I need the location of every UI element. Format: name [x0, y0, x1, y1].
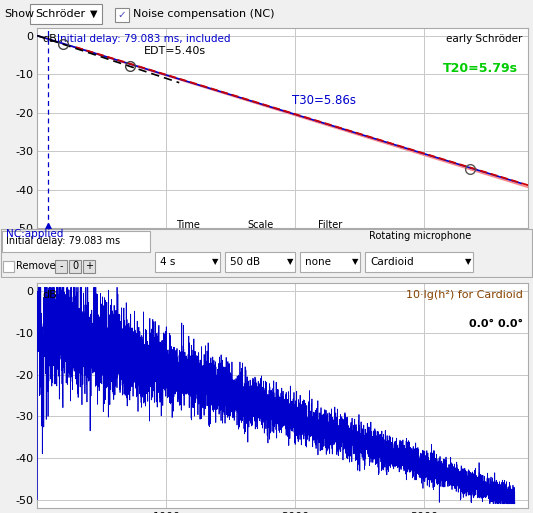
Text: EDT=5.40s: EDT=5.40s [143, 46, 206, 56]
Text: ▼: ▼ [287, 258, 294, 266]
Bar [55, 260, 67, 273]
Text: ▼: ▼ [90, 9, 98, 19]
Text: Initial delay: 79.083 ms: Initial delay: 79.083 ms [6, 236, 120, 247]
Bar [83, 260, 95, 273]
Text: Remove: Remove [16, 261, 55, 271]
Text: Time: Time [175, 220, 199, 230]
Text: ▼: ▼ [352, 258, 359, 266]
Text: Filter: Filter [318, 220, 342, 230]
Text: 0: 0 [72, 261, 78, 271]
Text: ▼: ▼ [212, 258, 219, 266]
Text: 0.0° 0.0°: 0.0° 0.0° [469, 319, 523, 329]
Text: Schröder: Schröder [35, 9, 85, 19]
Text: dB: dB [42, 290, 57, 300]
Text: dB: dB [42, 34, 57, 44]
Text: Rotating microphone: Rotating microphone [369, 231, 471, 241]
Text: NC:applied: NC:applied [5, 228, 63, 239]
Bar [30, 4, 102, 24]
Text: T20=5.79s: T20=5.79s [443, 62, 518, 75]
Text: Scale: Scale [247, 220, 273, 230]
Text: Initial delay: 79.083 ms, included: Initial delay: 79.083 ms, included [57, 34, 230, 44]
Bar [2, 231, 150, 252]
Text: 10·lg(h²) for Cardioid: 10·lg(h²) for Cardioid [406, 290, 523, 300]
Text: early Schröder: early Schröder [447, 34, 523, 44]
Text: 50 dB: 50 dB [230, 257, 260, 267]
Bar [225, 252, 295, 272]
Bar [115, 8, 129, 22]
Bar [300, 252, 360, 272]
Text: ✓: ✓ [117, 10, 126, 20]
Text: +: + [85, 261, 93, 271]
Bar [69, 260, 81, 273]
Text: Show: Show [4, 9, 34, 19]
Bar [3, 261, 14, 272]
Text: Noise compensation (NC): Noise compensation (NC) [133, 9, 274, 19]
Text: ▼: ▼ [465, 258, 472, 266]
Text: T30=5.86s: T30=5.86s [292, 94, 356, 107]
Text: 4 s: 4 s [160, 257, 175, 267]
Bar [155, 252, 220, 272]
Text: none: none [305, 257, 331, 267]
Text: Cardioid: Cardioid [370, 257, 414, 267]
Bar [365, 252, 473, 272]
Text: -: - [59, 261, 63, 271]
